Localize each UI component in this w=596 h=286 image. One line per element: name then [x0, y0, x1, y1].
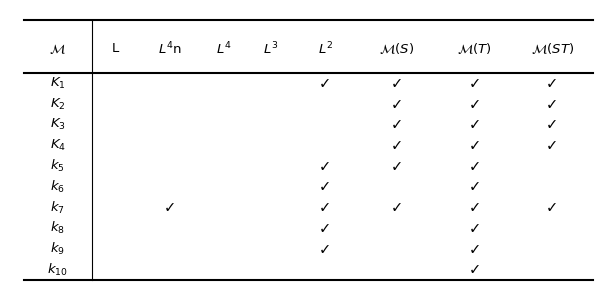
- Text: $K_1$: $K_1$: [50, 76, 66, 91]
- Text: ✓: ✓: [390, 138, 403, 153]
- Text: ✓: ✓: [390, 97, 403, 112]
- Text: ✓: ✓: [319, 159, 331, 174]
- Text: ✓: ✓: [468, 180, 480, 194]
- Text: $K_4$: $K_4$: [49, 138, 66, 153]
- Text: $\mathcal{M}$: $\mathcal{M}$: [49, 42, 66, 55]
- Text: ✓: ✓: [468, 221, 480, 236]
- Text: $\mathcal{M}(T)$: $\mathcal{M}(T)$: [457, 41, 492, 56]
- Text: ✓: ✓: [547, 138, 558, 153]
- Text: ✓: ✓: [390, 200, 403, 215]
- Text: ✓: ✓: [468, 97, 480, 112]
- Text: $\mathcal{M}(S)$: $\mathcal{M}(S)$: [379, 41, 414, 56]
- Text: $K_3$: $K_3$: [50, 117, 66, 132]
- Text: $k_8$: $k_8$: [50, 221, 65, 237]
- Text: ✓: ✓: [319, 200, 331, 215]
- Text: ✓: ✓: [390, 76, 403, 91]
- Text: $k_5$: $k_5$: [51, 158, 65, 174]
- Text: ✓: ✓: [468, 138, 480, 153]
- Text: ✓: ✓: [319, 221, 331, 236]
- Text: ✓: ✓: [547, 117, 558, 132]
- Text: $\mathcal{M}(ST)$: $\mathcal{M}(ST)$: [531, 41, 574, 56]
- Text: ✓: ✓: [390, 159, 403, 174]
- Text: $k_9$: $k_9$: [50, 241, 65, 257]
- Text: $L^3$: $L^3$: [263, 40, 279, 57]
- Text: ✓: ✓: [468, 242, 480, 257]
- Text: ✓: ✓: [468, 263, 480, 277]
- Text: $K_2$: $K_2$: [50, 96, 66, 112]
- Text: ✓: ✓: [468, 159, 480, 174]
- Text: ✓: ✓: [547, 76, 558, 91]
- Text: L: L: [111, 42, 119, 55]
- Text: ✓: ✓: [547, 200, 558, 215]
- Text: $k_6$: $k_6$: [50, 179, 65, 195]
- Text: ✓: ✓: [390, 117, 403, 132]
- Text: $k_{10}$: $k_{10}$: [47, 262, 68, 278]
- Text: $k_7$: $k_7$: [50, 200, 65, 216]
- Text: ✓: ✓: [163, 200, 176, 215]
- Text: ✓: ✓: [319, 180, 331, 194]
- Text: ✓: ✓: [468, 200, 480, 215]
- Text: ✓: ✓: [319, 242, 331, 257]
- Text: $L^4$: $L^4$: [216, 40, 231, 57]
- Text: $L^2$: $L^2$: [318, 40, 333, 57]
- Text: ✓: ✓: [319, 76, 331, 91]
- Text: ✓: ✓: [468, 117, 480, 132]
- Text: ✓: ✓: [468, 76, 480, 91]
- Text: $L^4$n: $L^4$n: [157, 40, 181, 57]
- Text: ✓: ✓: [547, 97, 558, 112]
